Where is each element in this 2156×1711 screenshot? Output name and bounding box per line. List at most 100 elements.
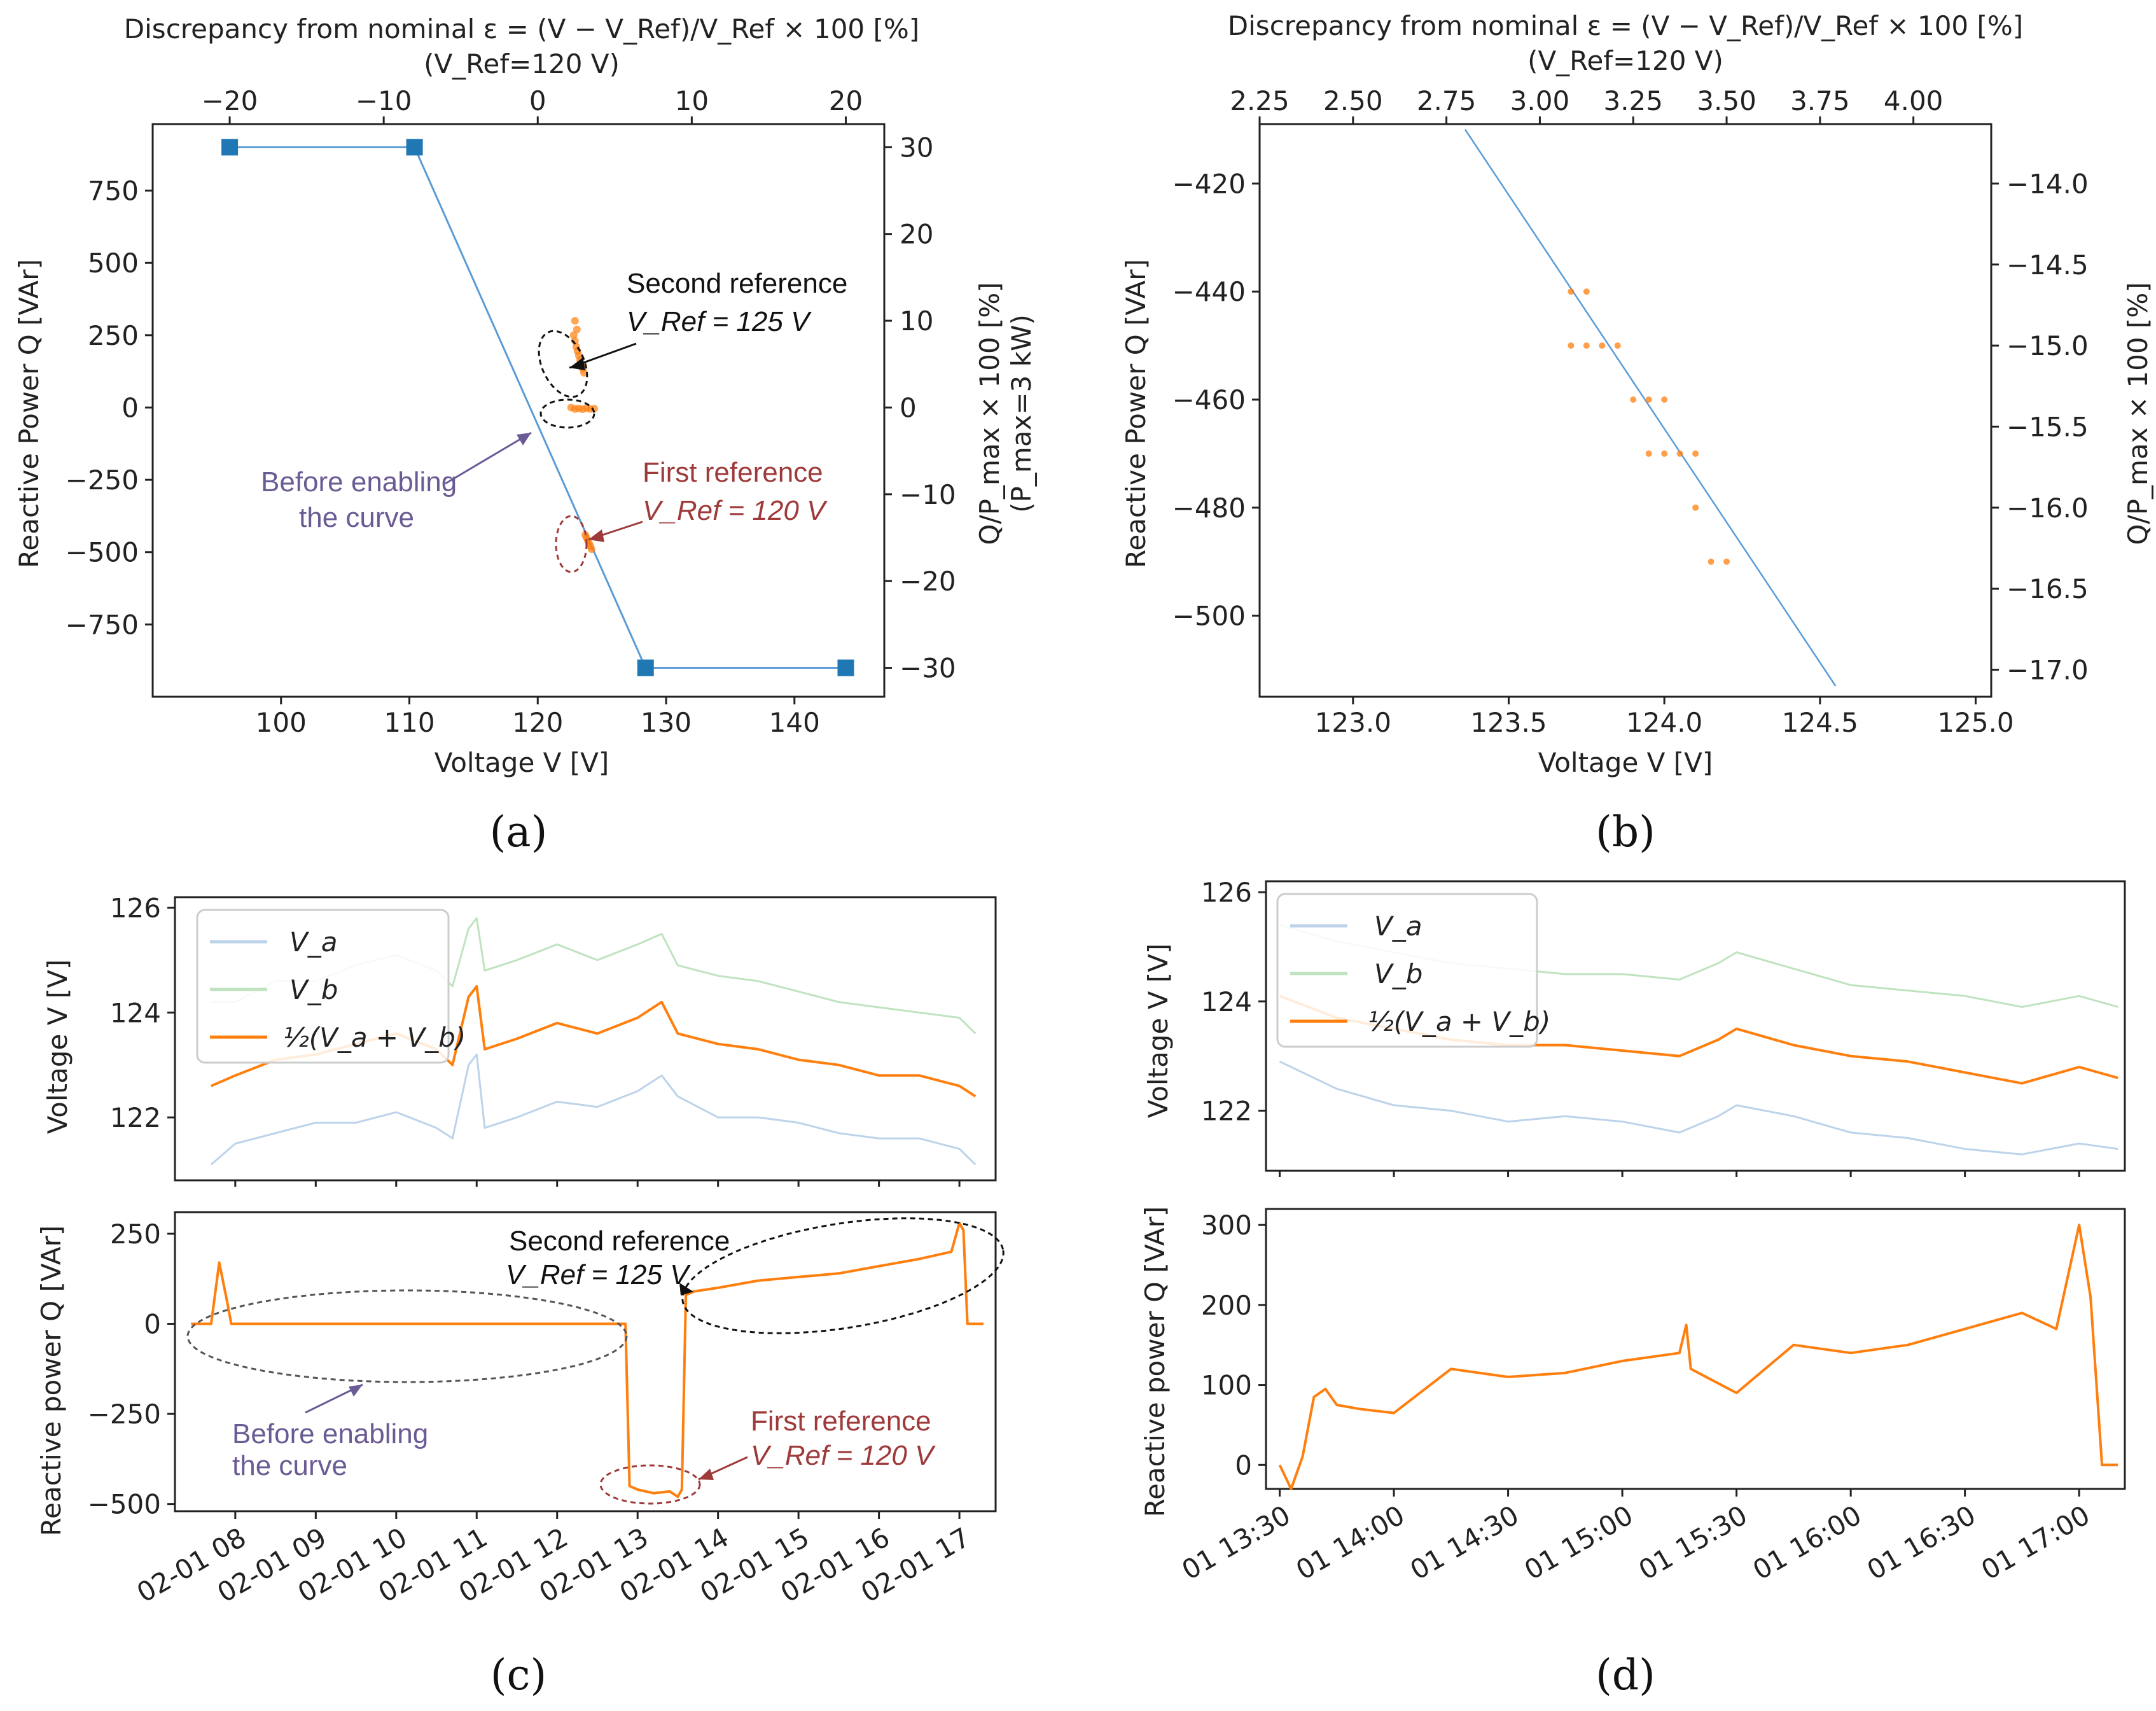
panel-b-righttick-1-label: −14.5 (2006, 249, 2089, 281)
panel-a-second-ref-arrowhead (569, 358, 585, 370)
panel-a-label: (a) (490, 807, 548, 856)
panel-c-reactive-line (191, 1222, 984, 1498)
panel-d-legend: V_a V_b ½(V_a + V_b) (1276, 893, 1550, 1048)
panel-d-reactive-ytick-1-label: 200 (1201, 1290, 1252, 1321)
panel-b-righttick-6-label: −17.0 (2006, 655, 2089, 686)
panel-a-righttick-3-label: 0 (900, 392, 917, 423)
panel-a-before-ellipse (539, 398, 595, 429)
panel-a-measurement-point (569, 331, 578, 339)
panel-b-righttick-2-label: −15.0 (2006, 330, 2089, 361)
panel-b-righttick-3-label: −15.5 (2006, 411, 2089, 442)
panel-c-reactive-ytick-0-label: 250 (110, 1219, 161, 1250)
panel-c-first-ref-arrowhead (699, 1469, 714, 1480)
panel-c-second-ref-value: V_Ref = 125 V (506, 1259, 691, 1290)
panel-d-xtick-7-label: 01 17:00 (1976, 1499, 2095, 1586)
panel-c-legend-box (196, 909, 450, 1064)
panel-b-top-title: Discrepancy from nominal ε = (V − V_Ref)… (1228, 10, 2023, 41)
panel-a-righttick-5-label: −20 (900, 566, 956, 597)
panel-c-reactive-ylabel: Reactive power Q [VAr] (36, 1226, 67, 1537)
panel-b-y2label: Q/P_max × 100 [%] (2122, 282, 2153, 545)
panel-a-top-subtitle: (V_Ref=120 V) (424, 48, 620, 80)
panel-a-measurement-point (571, 317, 579, 325)
panel-a-second-ref-value: V_Ref = 125 V (627, 306, 812, 337)
panel-a-toptick-2-label: 0 (529, 85, 546, 116)
panel-b-xtick-4-label: 125.0 (1937, 707, 2013, 738)
panel-b-measurement-point (1676, 450, 1683, 457)
panel-b-measurement-point (1614, 342, 1621, 349)
panel-c-chart: Voltage V [V] Reactive power Q [VAr] 122… (36, 892, 1005, 1700)
panel-a-y2label: Q/P_max × 100 [%] (974, 282, 1005, 545)
panel-d-reactive-ytick-2-label: 100 (1201, 1370, 1252, 1401)
panel-c-second-ref-ellipse (681, 1217, 1005, 1334)
panel-a-measurement-point (580, 368, 588, 377)
panel-b-volt-var-curve (1464, 129, 1837, 687)
panel-a-toptick-1-label: −10 (356, 85, 412, 116)
panel-b-ytick-3-label: −480 (1172, 492, 1246, 524)
panel-a-before-arrow (445, 431, 532, 485)
panel-a-righttick-4-label: −10 (900, 479, 956, 510)
panel-a-curve-marker (837, 659, 854, 676)
panel-a-first-ref-label: First reference (643, 457, 823, 488)
panel-a-first-ref-arrowhead (588, 529, 604, 542)
panel-d-voltage-ytick-1-label: 124 (1201, 986, 1252, 1017)
panel-b-ytick-2-label: −460 (1172, 384, 1246, 416)
panel-c-first-ref-ellipse (599, 1464, 701, 1505)
panel-d-reactive-ytick-3-label: 0 (1235, 1449, 1252, 1481)
panel-c-label: (c) (490, 1651, 546, 1700)
panel-a-ytick-2-label: −250 (66, 464, 139, 496)
panel-d-reactive-line (1278, 1224, 2118, 1490)
panel-a-ytick-0-label: −750 (66, 609, 139, 640)
panel-b-measurement-point (1568, 342, 1575, 349)
panel-c-second-ref-arrowhead (679, 1283, 693, 1295)
panel-a-second-ref-ellipse (538, 330, 588, 398)
panel-b-righttick-0-label: −14.0 (2006, 168, 2089, 199)
panel-c-reactive-frame (174, 1211, 997, 1512)
panel-a-measurement-point (588, 545, 595, 554)
panel-d-va-line (1279, 1060, 2118, 1156)
panel-b-measurement-point (1630, 396, 1637, 403)
panel-a-annotations: Second reference V_Ref = 125 V First ref… (261, 268, 847, 573)
panel-a-toptick-4-label: 20 (829, 85, 863, 116)
panel-b-toptick-5-label: 3.50 (1697, 85, 1756, 116)
panel-d-legend-vb: V_b (1374, 958, 1422, 989)
panel-c-legend-va: V_a (289, 926, 337, 958)
panel-b-toptick-0-label: 2.25 (1230, 85, 1290, 116)
panel-a-measurement-point (571, 337, 579, 345)
panel-b-toptick-2-label: 2.75 (1417, 85, 1477, 116)
panel-a-curve-marker (637, 659, 654, 676)
panel-c-reactive-ytick-2-label: −250 (88, 1399, 161, 1430)
panel-b-measurement-point (1661, 396, 1668, 403)
panel-a-xlabel: Voltage V [V] (435, 747, 609, 778)
panel-a-curve-marker (406, 139, 423, 156)
panel-b-measurement-point (1707, 558, 1714, 565)
panel-d-xtick-5-label: 01 16:00 (1748, 1499, 1867, 1586)
panel-b-chart: Discrepancy from nominal ε = (V − V_Ref)… (1120, 10, 2153, 856)
panel-b-measurement-point (1692, 504, 1699, 511)
panel-a-before-label-2: the curve (299, 502, 414, 533)
panel-a-ytick-4-label: 250 (88, 320, 139, 351)
panel-d-xtick-2-label: 01 14:30 (1405, 1499, 1524, 1586)
panel-c-reactive-ytick-1-label: 0 (144, 1309, 161, 1340)
panel-c-annotations: Second reference V_Ref = 125 V First ref… (186, 1217, 1005, 1505)
panel-c-voltage-ylabel: Voltage V [V] (42, 960, 73, 1134)
panel-c-legend-avg: ½(V_a + V_b) (283, 1022, 466, 1053)
panel-a-first-ref-value: V_Ref = 120 V (643, 495, 828, 526)
panel-b-toptick-1-label: 2.50 (1323, 85, 1383, 116)
panel-c-voltage-ytick-1-label: 124 (110, 997, 161, 1028)
panel-c-reactive-ytick-3-label: −500 (88, 1489, 161, 1520)
panel-a-chart: Discrepancy from nominal ε = (V − V_Ref)… (13, 13, 1037, 856)
panel-d-voltage-frame (1265, 880, 2126, 1172)
panel-a-toptick-3-label: 10 (675, 85, 709, 116)
panel-a-ytick-5-label: 500 (88, 248, 139, 279)
panel-a-xtick-3-label: 130 (641, 707, 692, 738)
panel-b-righttick-4-label: −16.0 (2006, 492, 2089, 524)
panel-d-xtick-6-label: 01 16:30 (1861, 1499, 1980, 1586)
panel-d-voltage-ytick-2-label: 126 (1201, 877, 1252, 908)
panel-a-measurement-point (573, 325, 581, 333)
panel-a-xtick-1-label: 110 (384, 707, 435, 738)
panel-b-measurement-point (1599, 342, 1606, 349)
panel-b-ytick-0-label: −420 (1172, 168, 1246, 199)
panel-d-legend-avg: ½(V_a + V_b) (1368, 1006, 1550, 1037)
panel-b-righttick-5-label: −16.5 (2006, 573, 2089, 604)
panel-b-measurement-point (1583, 342, 1590, 349)
